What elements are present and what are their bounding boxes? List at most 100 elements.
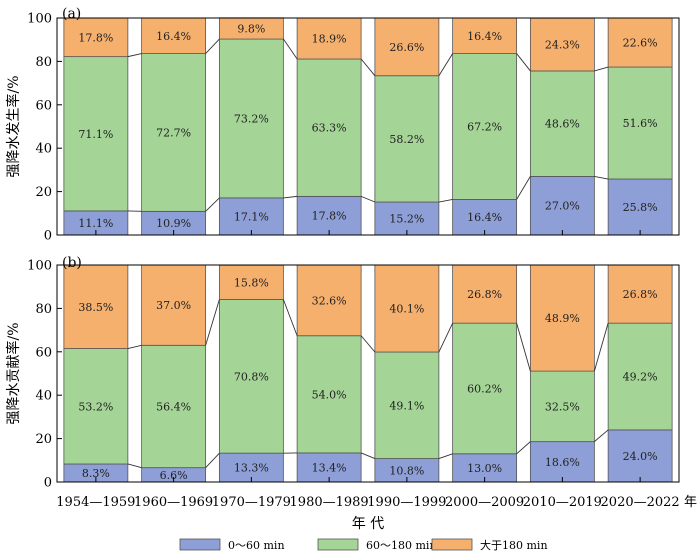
segment-value-label: 16.4% <box>467 30 502 43</box>
segment-value-label: 48.6% <box>545 118 580 131</box>
bar-segment <box>141 17 207 54</box>
y-tick-label: 40 <box>35 142 52 157</box>
bar-segment <box>607 264 673 324</box>
x-tick-label: 2020—2022 <box>601 495 680 510</box>
bar-segment <box>452 17 518 54</box>
segment-value-label: 17.8% <box>312 210 347 223</box>
bar-segment <box>141 53 207 212</box>
x-tick-label: 2000—2009 <box>445 495 524 510</box>
segment-value-label: 56.4% <box>156 400 191 413</box>
y-tick-label: 80 <box>35 55 52 70</box>
segment-value-label: 10.8% <box>389 464 424 477</box>
legend: 0～60 min 60～180 min 大于180 min <box>179 538 548 552</box>
segment-value-label: 67.2% <box>467 121 502 134</box>
segment-value-label: 63.3% <box>312 122 347 135</box>
bar-segment <box>529 264 595 372</box>
segment-value-label: 49.1% <box>389 399 424 412</box>
segment-value-label: 24.0% <box>623 450 658 463</box>
boundary-connector-line <box>594 66 609 72</box>
y-tick-label: 100 <box>27 12 52 27</box>
y-tick-label: 20 <box>35 432 52 447</box>
x-tick-label: 1990—1999 <box>367 495 446 510</box>
y-tick-label: 20 <box>35 185 52 200</box>
segment-value-label: 11.1% <box>78 217 113 230</box>
bar-segment <box>296 17 362 60</box>
x-tick-label: 1960—1969 <box>134 495 213 510</box>
panel-tag: (a) <box>62 6 81 22</box>
segment-value-label: 9.8% <box>237 22 265 35</box>
segment-value-label: 26.6% <box>389 41 424 54</box>
bar-segment <box>607 429 673 483</box>
boundary-connector-line <box>516 323 531 372</box>
segment-value-label: 37.0% <box>156 299 191 312</box>
bar-segment <box>452 264 518 324</box>
segment-value-label: 53.2% <box>78 400 113 413</box>
panel-a: 11.1% 71.1% 17.8% 10.9% 72.7% 16.4% 17.1% 73.2%… <box>5 6 680 244</box>
bar-segment <box>607 17 673 68</box>
segment-value-label: 24.3% <box>545 39 580 52</box>
legend-label: 大于180 min <box>480 538 548 552</box>
panel-b: 8.3% 53.2% 38.5% 6.6% 56.4% 37.0% 13.3% 70.8% 15… <box>5 255 680 491</box>
boundary-connector-line <box>127 53 142 58</box>
segment-value-label: 18.9% <box>312 33 347 46</box>
segment-value-label: 26.8% <box>467 288 502 301</box>
y-tick-label: 60 <box>35 345 52 360</box>
boundary-connector-line <box>516 176 531 200</box>
boundary-connector-line <box>438 53 454 76</box>
legend-label: 60～180 min <box>366 539 437 552</box>
y-axis-title: 强降水贡献率/% <box>5 322 22 424</box>
segment-value-label: 10.9% <box>156 217 191 230</box>
segment-value-label: 25.8% <box>623 201 658 214</box>
bar-segment <box>218 38 284 199</box>
segment-value-label: 27.0% <box>545 200 580 213</box>
x-axis-labels: 1954—19591960—19691970—19791980—19891990… <box>56 495 697 532</box>
boundary-connector-line <box>438 198 453 203</box>
x-tick-label: 2010—2019 <box>523 495 602 510</box>
boundary-connector-line <box>594 429 609 442</box>
legend-swatch <box>179 538 221 551</box>
boundary-connector-line <box>282 299 298 336</box>
bar-segment <box>296 195 362 236</box>
panel-tag: (b) <box>62 255 82 271</box>
bar-segment <box>63 348 129 465</box>
bar-segment <box>452 53 518 200</box>
bar-segment <box>607 322 673 431</box>
segment-value-label: 18.6% <box>545 456 580 469</box>
bar-segment <box>63 56 129 212</box>
segment-value-label: 15.2% <box>389 213 424 226</box>
segment-value-label: 15.8% <box>234 276 269 289</box>
segment-value-label: 8.3% <box>82 467 110 480</box>
boundary-connector-line <box>360 452 376 459</box>
bar-segment <box>374 17 440 77</box>
bar-segment <box>296 58 362 197</box>
bar-segment <box>218 299 284 454</box>
bar-segment <box>374 201 440 236</box>
segment-value-label: 13.4% <box>312 461 347 474</box>
bar-segment <box>63 264 129 349</box>
boundary-connector-line <box>205 299 220 346</box>
x-tick-label: 1954—1959 <box>56 495 135 510</box>
segment-value-label: 32.6% <box>312 294 347 307</box>
segment-value-label: 26.8% <box>623 288 658 301</box>
plot-frame <box>56 17 680 236</box>
segment-value-label: 58.2% <box>389 133 424 146</box>
segment-value-label: 38.5% <box>78 301 113 314</box>
bar-segment <box>529 370 595 443</box>
boundary-connector-line <box>593 323 609 372</box>
plot-frame <box>56 264 680 483</box>
x-axis-title: 年 代 <box>352 516 384 532</box>
boundary-connector-line <box>360 335 376 353</box>
bar-segment <box>296 335 362 454</box>
boundary-connector-line <box>516 441 531 455</box>
boundary-connector-line <box>205 452 220 468</box>
segment-value-label: 49.2% <box>623 371 658 384</box>
legend-swatch <box>431 538 473 551</box>
segment-value-label: 60.2% <box>467 382 502 395</box>
x-tick-label: 1970—1979 <box>212 495 291 510</box>
y-tick-label: 60 <box>35 98 52 113</box>
segment-value-label: 22.6% <box>623 37 658 50</box>
y-tick-label: 0 <box>44 229 52 244</box>
x-unit-suffix: 年 <box>684 495 697 510</box>
